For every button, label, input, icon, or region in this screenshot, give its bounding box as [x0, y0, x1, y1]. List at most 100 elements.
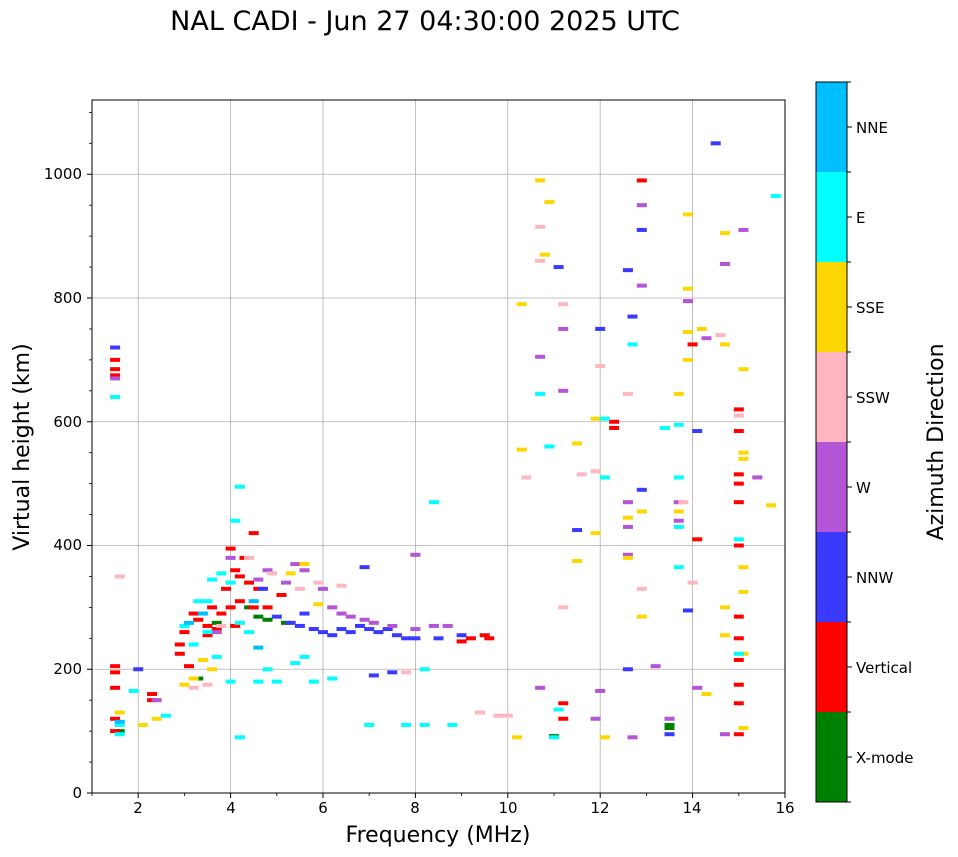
- echo-point: [197, 657, 208, 662]
- echo-point: [202, 630, 213, 635]
- echo-point: [354, 623, 365, 628]
- y-axis-label: Virtual height (km): [10, 343, 35, 550]
- echo-point: [313, 602, 324, 607]
- echo-point: [544, 444, 555, 449]
- echo-point: [465, 636, 476, 641]
- colorbar-label-w: W: [856, 479, 871, 497]
- echo-point: [202, 599, 213, 604]
- y-tick-label: 600: [53, 413, 82, 431]
- x-tick-label: 4: [226, 799, 236, 817]
- echo-point: [248, 599, 259, 604]
- echo-point: [336, 583, 347, 588]
- echo-point: [599, 475, 610, 480]
- echo-point: [110, 664, 121, 669]
- echo-point: [110, 373, 121, 378]
- echo-point: [733, 413, 744, 418]
- echo-point: [636, 203, 647, 208]
- echo-point: [572, 528, 583, 533]
- echo-point: [327, 605, 338, 610]
- echo-point: [193, 617, 204, 622]
- echo-point: [290, 661, 301, 666]
- echo-point: [262, 605, 273, 610]
- echo-point: [682, 357, 693, 362]
- x-axis-label: Frequency (MHz): [346, 823, 531, 848]
- echo-point: [535, 224, 546, 229]
- echo-point: [151, 716, 162, 721]
- echo-point: [216, 623, 227, 628]
- echo-point: [271, 679, 282, 684]
- echo-point: [636, 614, 647, 619]
- echo-point: [558, 716, 569, 721]
- colorbar-segment-nnw: [816, 532, 847, 622]
- echo-point: [701, 336, 712, 341]
- echo-point: [225, 605, 236, 610]
- echo-point: [410, 627, 421, 632]
- echo-point: [234, 735, 245, 740]
- x-tick-label: 10: [498, 799, 517, 817]
- echo-point: [433, 636, 444, 641]
- echo-point: [188, 611, 199, 616]
- echo-point: [401, 670, 412, 675]
- echo-point: [535, 178, 546, 183]
- echo-point: [535, 685, 546, 690]
- echo-point: [696, 326, 707, 331]
- echo-point: [188, 685, 199, 690]
- echo-point: [595, 364, 606, 369]
- echo-point: [719, 231, 730, 236]
- echo-point: [673, 391, 684, 396]
- echo-point: [364, 627, 375, 632]
- echo-point: [484, 636, 495, 641]
- echo-point: [262, 568, 273, 573]
- echo-point: [622, 555, 633, 560]
- echo-point: [664, 722, 675, 727]
- echo-point: [211, 627, 222, 632]
- echo-point: [692, 537, 703, 542]
- echo-point: [137, 722, 148, 727]
- colorbar-title: Azimuth Direction: [924, 343, 949, 540]
- echo-point: [410, 636, 421, 641]
- echo-point: [401, 722, 412, 727]
- echo-point: [442, 623, 453, 628]
- echo-point: [179, 682, 190, 687]
- echo-point: [636, 227, 647, 232]
- echo-point: [627, 314, 638, 319]
- echo-point: [502, 713, 513, 718]
- echo-point: [636, 487, 647, 492]
- echo-point: [428, 623, 439, 628]
- echo-point: [110, 345, 121, 350]
- echo-point: [207, 667, 218, 672]
- series-e: [110, 193, 781, 740]
- echo-point: [281, 580, 292, 585]
- echo-point: [313, 580, 324, 585]
- echo-point: [549, 735, 559, 740]
- x-tick-label: 16: [775, 799, 794, 817]
- echo-point: [512, 735, 523, 740]
- echo-point: [733, 543, 744, 548]
- plot-area-frame: [91, 99, 786, 794]
- echo-point: [160, 713, 171, 718]
- echo-point: [622, 515, 633, 520]
- echo-point: [290, 562, 301, 567]
- echo-point: [110, 357, 121, 362]
- colorbar-segment-vertical: [816, 622, 847, 712]
- echo-point: [590, 416, 601, 421]
- colorbar-label-vertical: Vertical: [856, 659, 912, 677]
- echo-point: [216, 611, 227, 616]
- echo-point: [207, 605, 218, 610]
- echo-point: [110, 685, 121, 690]
- echo-point: [225, 679, 236, 684]
- x-tick-label: 14: [682, 799, 701, 817]
- echo-point: [133, 667, 144, 672]
- echo-point: [188, 676, 199, 681]
- echo-point: [368, 620, 379, 625]
- echo-point: [447, 722, 458, 727]
- echo-point: [664, 726, 675, 731]
- axis-ticks: [87, 111, 786, 798]
- echo-point: [664, 732, 675, 737]
- echo-point: [627, 735, 638, 740]
- echo-point: [285, 620, 296, 625]
- echo-point: [294, 623, 305, 628]
- echo-point: [110, 729, 121, 734]
- colorbar-label-e: E: [856, 209, 865, 227]
- echo-point: [308, 679, 319, 684]
